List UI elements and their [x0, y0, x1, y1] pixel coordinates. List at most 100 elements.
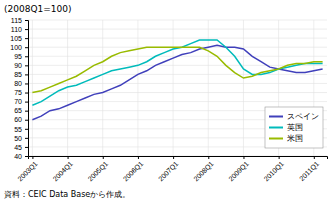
legend-label: 英国	[287, 123, 303, 132]
y-axis: 40 45 50 55 60 65 70 75 80 85 90 95 100 105 110 115	[10, 17, 28, 160]
y-tick-mark	[25, 29, 28, 30]
grid-line-y	[28, 65, 327, 66]
x-axis: 2003Q1 2004Q1 2005Q1 2006Q1 2007Q1 2008Q1 2009…	[16, 156, 327, 183]
y-tick-mark	[25, 93, 28, 94]
y-tick: 85	[14, 71, 28, 78]
legend-label: 米国	[287, 134, 303, 143]
x-tick-label: 2011Q1	[298, 160, 321, 183]
legend-frame	[265, 107, 323, 148]
x-tick: 2008Q1	[192, 156, 215, 183]
x-tick: 2009Q1	[227, 156, 250, 183]
grid-line-x	[243, 20, 244, 156]
y-tick-label: 90	[14, 62, 22, 69]
y-tick-label: 40	[14, 153, 22, 160]
x-tick: 2005Q1	[87, 156, 110, 183]
annotation: 資料：CEIC Data Baseから作成。	[4, 190, 130, 199]
y-tick: 75	[14, 89, 28, 96]
y-tick: 115	[11, 17, 28, 24]
grid-line-x	[173, 20, 174, 156]
y-tick-mark	[25, 38, 28, 39]
y-tick-label: 55	[14, 126, 22, 133]
y-tick-mark	[25, 102, 28, 103]
y-tick-label: 65	[14, 107, 22, 114]
y-tick-label: 95	[14, 53, 22, 60]
y-tick-mark	[25, 47, 28, 48]
x-tick-mark	[32, 156, 33, 159]
grid-line-y	[28, 29, 327, 30]
y-tick-label: 50	[14, 135, 22, 142]
y-tick: 105	[10, 35, 28, 42]
x-tick-label: 2009Q1	[227, 160, 250, 183]
legend-item: 米国	[269, 134, 303, 143]
grid-line-y	[28, 83, 327, 84]
y-tick: 65	[14, 107, 28, 114]
y-tick-mark	[25, 74, 28, 75]
y-tick: 95	[14, 53, 28, 60]
y-tick-label: 100	[10, 44, 22, 51]
grid-line-y	[28, 92, 327, 93]
y-tick-label: 75	[14, 89, 22, 96]
y-tick-label: 60	[14, 116, 22, 123]
x-tick-label: 2005Q1	[87, 160, 110, 183]
series-line	[32, 47, 322, 92]
y-tick-mark	[25, 129, 28, 130]
x-tick-mark	[314, 156, 315, 159]
y-tick-mark	[25, 83, 28, 84]
legend-swatch	[269, 127, 283, 129]
grid-line-y	[28, 101, 327, 102]
series-line	[32, 40, 322, 105]
x-tick-label: 2006Q1	[122, 160, 145, 183]
x-tick: 2004Q1	[51, 156, 74, 183]
y-tick-mark	[25, 20, 28, 21]
y-axis-line	[25, 21, 29, 157]
y-tick-label: 115	[11, 17, 22, 24]
legend-item: スペイン	[269, 112, 319, 121]
x-tick: 2006Q1	[122, 156, 145, 183]
y-tick: 60	[14, 116, 28, 123]
legend-swatch	[269, 116, 283, 118]
grid-line-x	[137, 20, 138, 156]
grid-line-y	[28, 137, 327, 138]
y-tick-mark	[25, 65, 28, 66]
x-tick: 2011Q1	[298, 156, 321, 183]
grid-line-y	[28, 20, 327, 21]
x-tick-label: 2004Q1	[51, 160, 74, 183]
y-tick: 70	[14, 98, 28, 105]
plot: 40 45 50 55 60 65 70 75 80 85 90 95 100 105 110 115 2003…	[10, 17, 327, 183]
x-tick: 2007Q1	[157, 156, 180, 183]
y-tick-label: 105	[10, 35, 22, 42]
y-tick-mark	[25, 120, 28, 121]
legend-label: スペイン	[287, 112, 319, 121]
y-tick: 45	[14, 144, 28, 151]
grid-line-y	[28, 38, 327, 39]
y-tick: 40	[14, 153, 28, 160]
x-tick-mark	[208, 156, 209, 159]
x-tick-mark	[103, 156, 104, 159]
x-tick-mark	[138, 156, 139, 159]
y-tick: 80	[14, 80, 28, 87]
legend-item: 英国	[269, 123, 303, 132]
y-tick-label: 85	[14, 71, 22, 78]
title: (2008Q1=100)	[4, 4, 71, 14]
y-tick-mark	[25, 156, 28, 157]
legend-swatch	[269, 138, 283, 140]
grid	[28, 20, 327, 156]
chart: 40 45 50 55 60 65 70 75 80 85 90 95 100 105 110 115 2003…	[0, 0, 335, 200]
x-tick-mark	[173, 156, 174, 159]
y-tick-mark	[25, 56, 28, 57]
x-axis-line	[29, 157, 328, 160]
x-tick-label: 2007Q1	[157, 160, 180, 183]
grid-line-x	[32, 20, 33, 156]
x-tick: 2003Q1	[16, 156, 39, 183]
y-tick: 55	[14, 126, 28, 133]
grid-line-x	[102, 20, 103, 156]
y-tick: 100	[10, 44, 28, 51]
legend: スペイン英国米国	[265, 107, 323, 148]
y-tick-label: 110	[11, 26, 22, 33]
x-tick: 2010Q1	[262, 156, 285, 183]
x-tick-mark	[243, 156, 244, 159]
y-tick-mark	[25, 138, 28, 139]
y-tick: 110	[11, 26, 28, 33]
x-tick-mark	[68, 156, 69, 159]
y-tick-label: 70	[14, 98, 22, 105]
